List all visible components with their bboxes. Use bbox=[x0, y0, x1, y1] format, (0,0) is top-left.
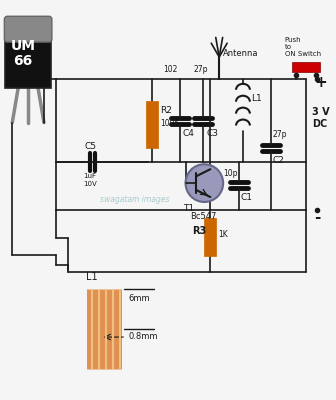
Text: 10V: 10V bbox=[84, 181, 97, 187]
Text: T1: T1 bbox=[183, 204, 195, 213]
Text: 1uF: 1uF bbox=[84, 173, 96, 179]
Text: 10p: 10p bbox=[223, 169, 238, 178]
Text: Antenna: Antenna bbox=[223, 49, 259, 58]
Bar bbox=[5, 33, 51, 88]
Circle shape bbox=[185, 164, 223, 202]
Text: C4: C4 bbox=[182, 128, 195, 138]
Text: 66: 66 bbox=[13, 54, 33, 68]
Text: 6mm: 6mm bbox=[128, 294, 150, 303]
Text: 1K: 1K bbox=[218, 230, 228, 239]
Text: 100K: 100K bbox=[160, 118, 179, 128]
Text: 27p: 27p bbox=[194, 65, 208, 74]
Text: Push
to
ON Switch: Push to ON Switch bbox=[285, 37, 321, 57]
Text: C3: C3 bbox=[206, 128, 218, 138]
Text: 3 V: 3 V bbox=[312, 107, 330, 117]
Text: Bc547: Bc547 bbox=[191, 212, 217, 221]
Text: L1: L1 bbox=[251, 94, 262, 103]
Text: C1: C1 bbox=[241, 193, 253, 202]
Text: UM: UM bbox=[10, 39, 35, 53]
Text: R3: R3 bbox=[193, 226, 207, 236]
Text: 27p: 27p bbox=[272, 130, 287, 140]
Text: +: + bbox=[314, 75, 327, 90]
Bar bbox=[204, 218, 216, 256]
Text: -: - bbox=[314, 210, 321, 225]
Text: 0.8mm: 0.8mm bbox=[128, 332, 158, 341]
Text: R2: R2 bbox=[160, 106, 172, 115]
Bar bbox=[292, 62, 320, 72]
Bar bbox=[146, 101, 158, 148]
Text: 102: 102 bbox=[163, 65, 177, 74]
Text: L1: L1 bbox=[86, 272, 97, 282]
Text: DC: DC bbox=[312, 118, 328, 128]
FancyBboxPatch shape bbox=[4, 16, 52, 42]
Text: C5: C5 bbox=[85, 142, 96, 152]
Text: swagatam images: swagatam images bbox=[100, 195, 170, 204]
Text: C2: C2 bbox=[272, 156, 285, 165]
